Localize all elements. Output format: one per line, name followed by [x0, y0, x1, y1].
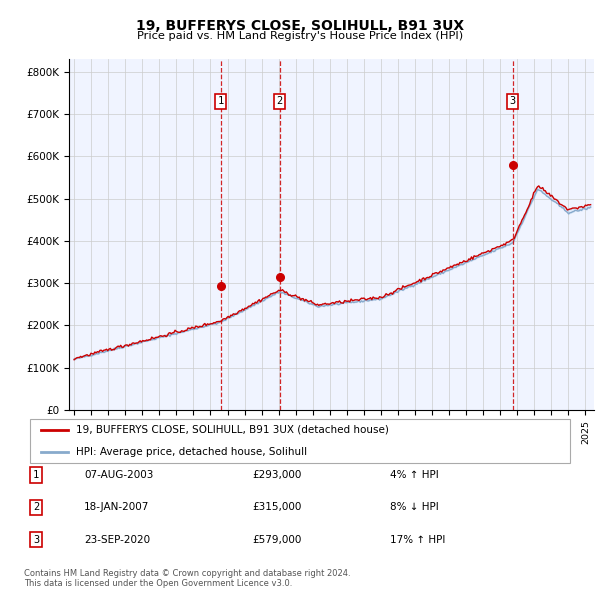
Text: 23-SEP-2020: 23-SEP-2020: [84, 535, 150, 545]
Text: 3: 3: [509, 96, 516, 106]
Text: 17% ↑ HPI: 17% ↑ HPI: [390, 535, 445, 545]
Text: HPI: Average price, detached house, Solihull: HPI: Average price, detached house, Soli…: [76, 447, 307, 457]
Text: 4% ↑ HPI: 4% ↑ HPI: [390, 470, 439, 480]
Text: 07-AUG-2003: 07-AUG-2003: [84, 470, 154, 480]
Text: 19, BUFFERYS CLOSE, SOLIHULL, B91 3UX (detached house): 19, BUFFERYS CLOSE, SOLIHULL, B91 3UX (d…: [76, 425, 389, 435]
Text: 2: 2: [277, 96, 283, 106]
Text: Contains HM Land Registry data © Crown copyright and database right 2024.
This d: Contains HM Land Registry data © Crown c…: [24, 569, 350, 588]
Text: 19, BUFFERYS CLOSE, SOLIHULL, B91 3UX: 19, BUFFERYS CLOSE, SOLIHULL, B91 3UX: [136, 19, 464, 33]
Text: Price paid vs. HM Land Registry's House Price Index (HPI): Price paid vs. HM Land Registry's House …: [137, 31, 463, 41]
Text: £579,000: £579,000: [252, 535, 301, 545]
Text: 1: 1: [33, 470, 39, 480]
Text: 1: 1: [218, 96, 224, 106]
Text: £315,000: £315,000: [252, 503, 301, 512]
Text: 8% ↓ HPI: 8% ↓ HPI: [390, 503, 439, 512]
Text: 18-JAN-2007: 18-JAN-2007: [84, 503, 149, 512]
Text: 2: 2: [33, 503, 39, 512]
Text: £293,000: £293,000: [252, 470, 301, 480]
Text: 3: 3: [33, 535, 39, 545]
FancyBboxPatch shape: [30, 419, 570, 463]
